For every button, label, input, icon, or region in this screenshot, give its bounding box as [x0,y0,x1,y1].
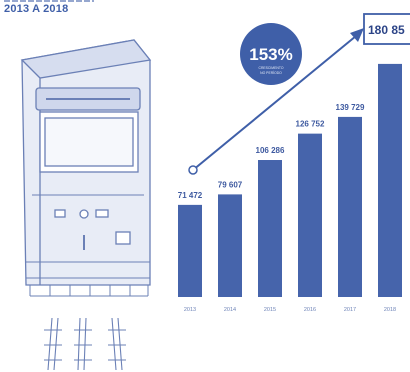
last-value-label: 180 85 [368,23,405,37]
atm-machine-icon [20,39,152,297]
bar-2017 [338,116,362,297]
growth-value: 153% [249,45,292,64]
growth-caption-line2: NO PERÍODO [260,71,282,75]
value-label-2014: 79 607 [218,180,243,189]
bar-2018 [378,63,402,297]
cut-off-heading [4,0,94,2]
x-tick-2013: 2013 [184,307,196,313]
x-tick-2017: 2017 [344,307,356,313]
atm-stand-icon [44,317,126,371]
bar-2015 [258,160,282,297]
value-label-2015: 106 286 [256,146,285,155]
growth-badge: 153% CRESCIMENTO NO PERÍODO [240,23,302,85]
x-tick-2018: 2018 [384,307,396,313]
bar-2014 [218,194,242,297]
value-label-2016: 126 752 [296,120,325,129]
bar-2013 [178,204,202,297]
bar-2016 [298,133,322,297]
chart-subtitle: 2013 A 2018 [4,3,69,15]
x-tick-2014: 2014 [224,307,236,313]
growth-caption-line1: CRESCIMENTO [259,66,284,70]
value-label-2017: 139 729 [336,103,365,112]
last-value-callout: 180 85 [363,13,410,45]
value-label-2013: 71 472 [178,191,203,200]
x-tick-2016: 2016 [304,307,316,313]
trend-arrow [188,28,364,175]
x-tick-2015: 2015 [264,307,276,313]
